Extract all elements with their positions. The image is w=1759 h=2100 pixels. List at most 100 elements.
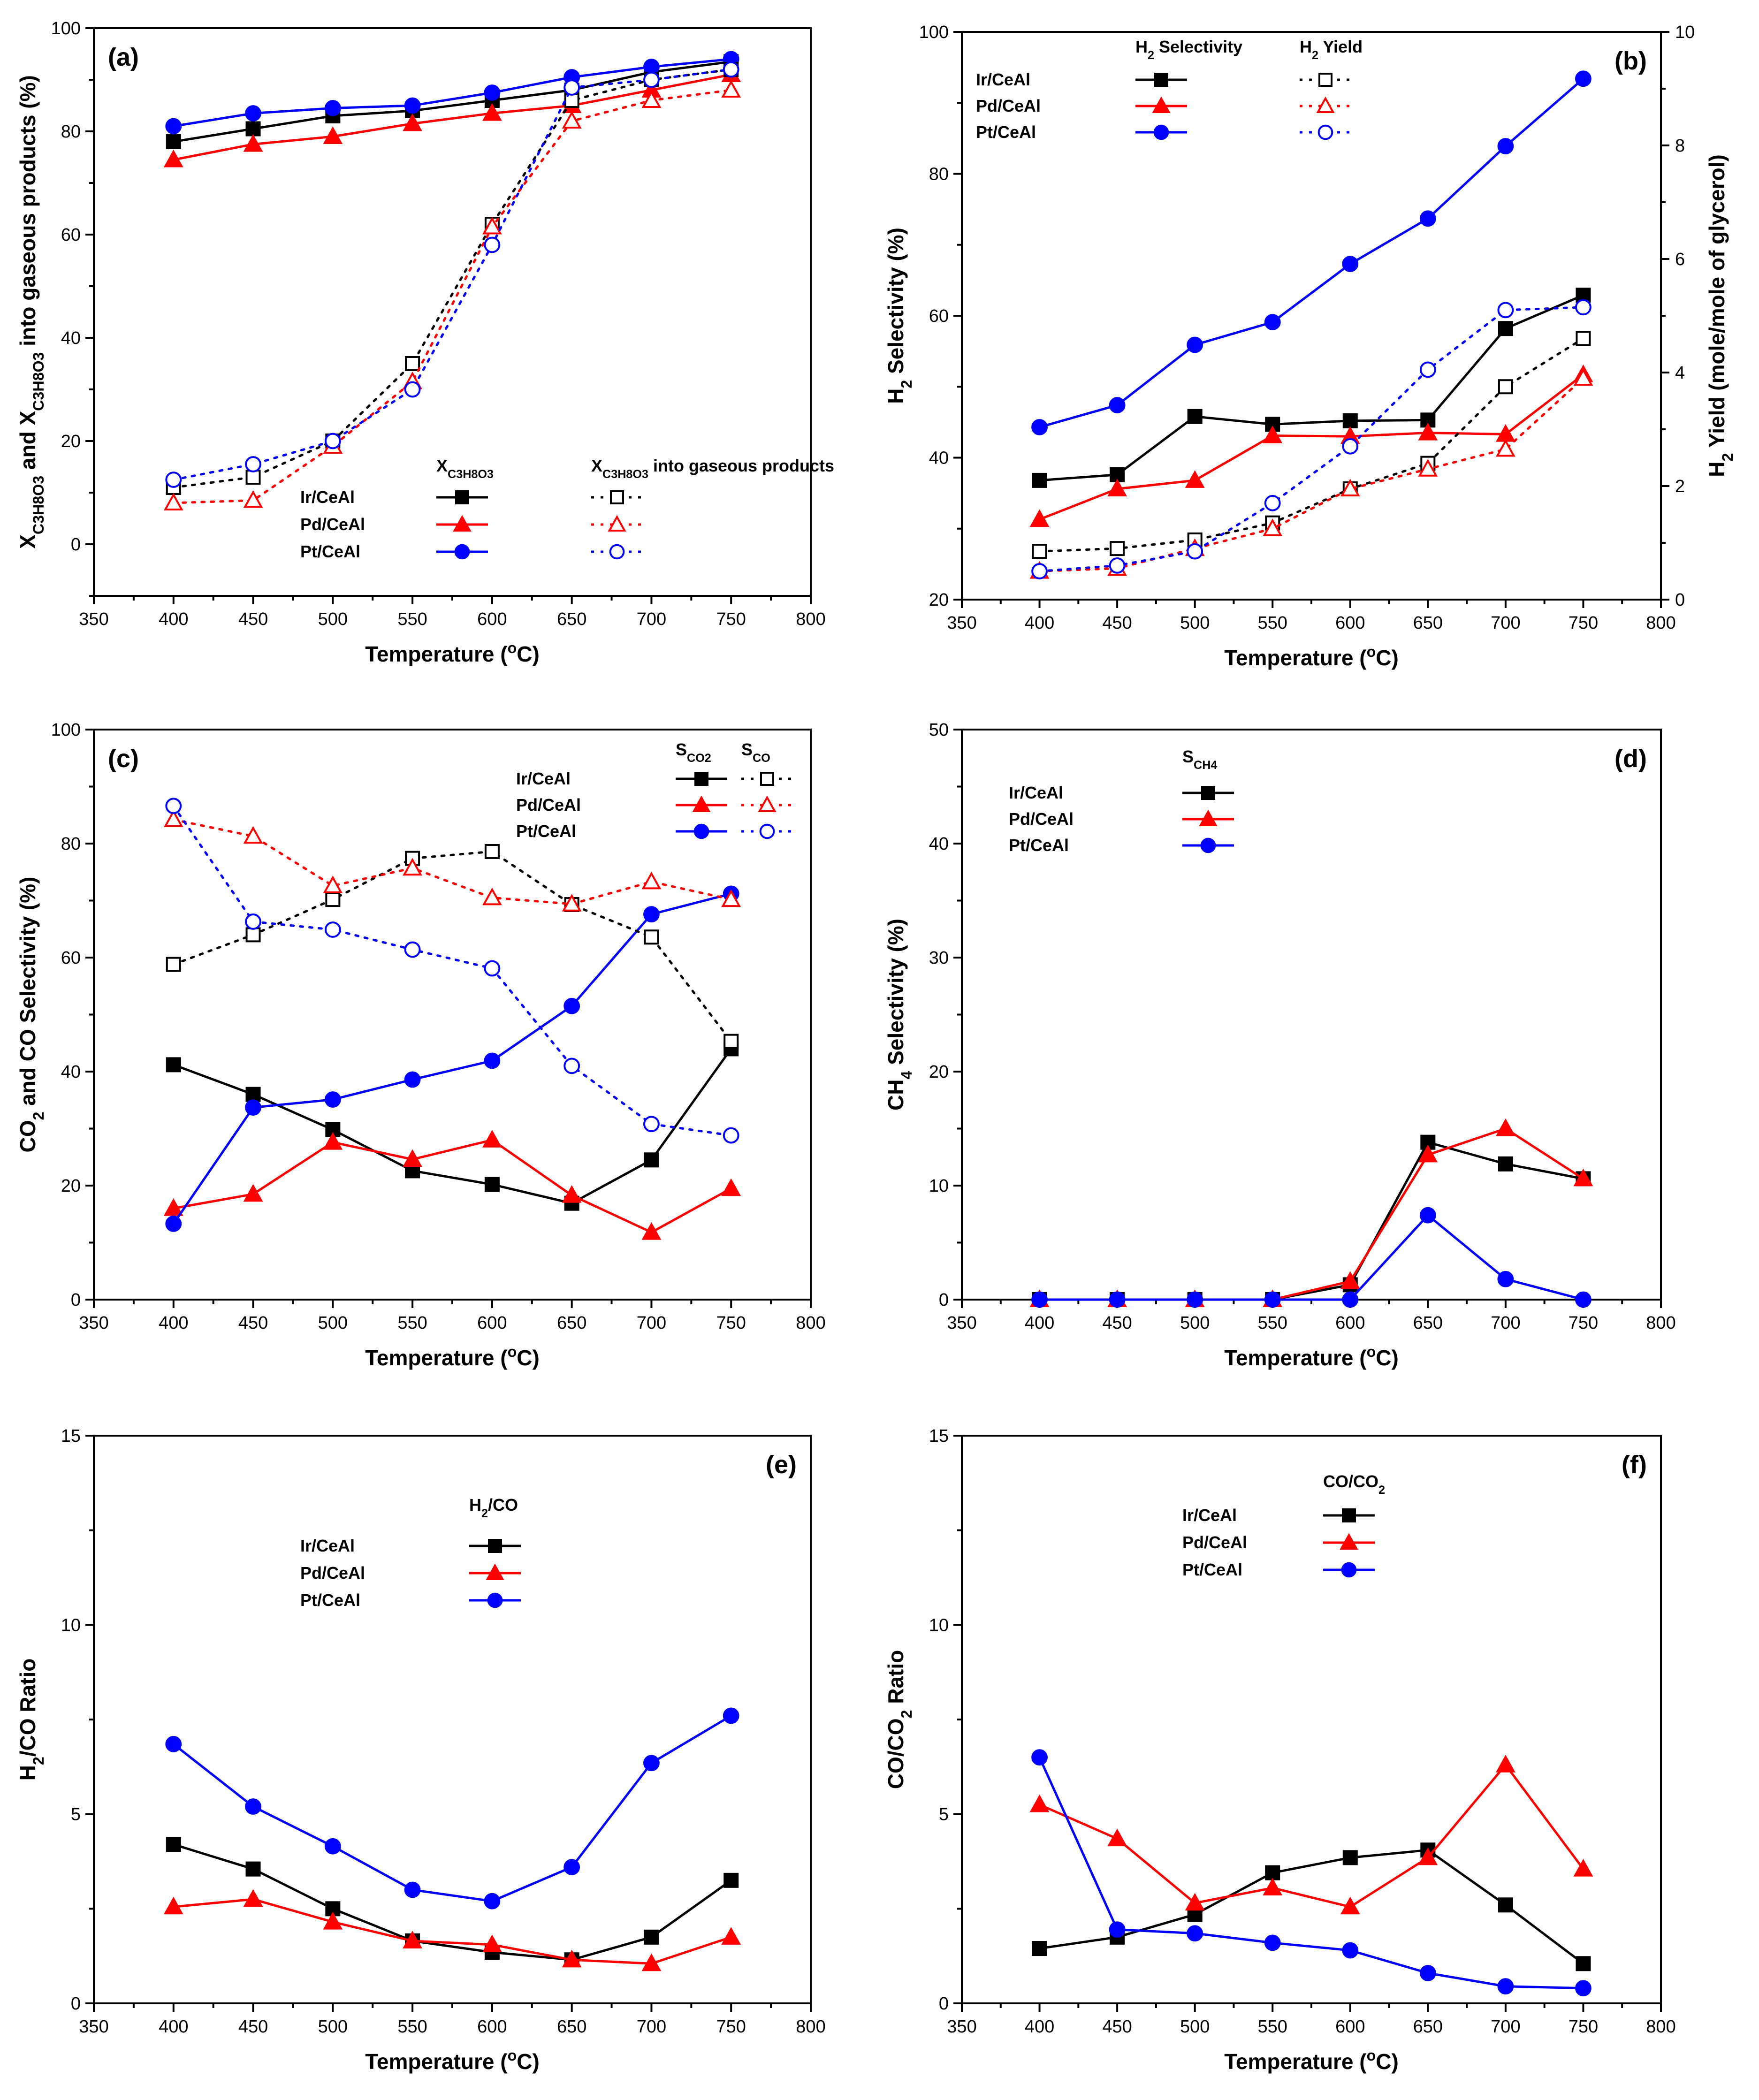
data-point	[404, 381, 421, 398]
data-point	[1031, 419, 1048, 435]
data-point	[1032, 472, 1047, 488]
legend-header: SCO	[741, 740, 770, 765]
data-point	[245, 913, 261, 930]
x-tick-label: 350	[947, 2017, 976, 2037]
x-tick-label: 800	[796, 609, 825, 629]
legend-label: Ir/CeAl	[1009, 783, 1063, 802]
x-tick-label: 500	[318, 2017, 348, 2037]
data-point	[1107, 479, 1127, 497]
legend-label: Ir/CeAl	[516, 769, 571, 788]
data-point	[245, 1087, 261, 1102]
data-point	[163, 1896, 183, 1915]
data-point	[245, 456, 261, 472]
x-tick-label: 650	[1413, 613, 1443, 633]
data-point	[1031, 563, 1048, 579]
series-line	[1038, 377, 1584, 572]
legend-label: Pt/CeAl	[516, 822, 576, 841]
x-tick-label: 550	[1258, 2017, 1287, 2037]
y2-tick-label: 0	[1675, 590, 1685, 610]
data-point	[723, 1872, 739, 1888]
data-point	[324, 433, 341, 449]
data-point	[1418, 1144, 1438, 1163]
data-point	[404, 1071, 421, 1088]
x-tick-label: 800	[1646, 613, 1675, 633]
panel-label: (a)	[108, 43, 139, 71]
x-tick-label: 550	[397, 2017, 427, 2037]
series-line	[172, 818, 732, 905]
series-line	[172, 89, 732, 504]
y-tick-label: 40	[61, 328, 81, 348]
y-tick-label: 80	[929, 165, 949, 184]
x-tick-label: 350	[79, 609, 108, 629]
x-tick-label: 500	[318, 1313, 348, 1333]
data-point	[1110, 467, 1125, 482]
x-tick-label: 400	[1025, 2017, 1054, 2037]
data-point	[1263, 425, 1283, 443]
data-point	[1498, 1897, 1513, 1913]
data-point	[165, 472, 182, 488]
x-tick-label: 550	[397, 1313, 427, 1333]
data-point	[562, 894, 582, 912]
legend-label: Ir/CeAl	[1182, 1506, 1237, 1525]
legend-header: SCH4	[1182, 747, 1217, 772]
x-tick-label: 550	[1258, 613, 1287, 633]
x-tick-label: 550	[397, 609, 427, 629]
legend: SCH4 Ir/CeAl Pd/CeAl Pt/CeAl	[1009, 747, 1234, 855]
series-line	[172, 1898, 732, 1965]
legend-marker	[1152, 96, 1171, 113]
y-tick-label: 40	[929, 449, 949, 468]
series-line	[172, 1714, 732, 1902]
legend-header: SCO2	[676, 740, 711, 765]
legend-header: XC3H8O3 into gaseous products	[591, 456, 834, 481]
x-tick-label: 500	[1180, 2017, 1210, 2037]
series-pt-ceal-co-co2	[1031, 1749, 1591, 1997]
x-tick-label: 800	[796, 2017, 825, 2037]
series-pd-ceal-h2-co	[163, 1889, 741, 1971]
legend: XC3H8O3 XC3H8O3 into gaseous products Ir/C…	[300, 456, 834, 561]
data-point	[641, 871, 662, 890]
legend-label: Pd/CeAl	[976, 96, 1041, 115]
data-point	[1264, 1934, 1281, 1951]
legend-marker	[609, 544, 625, 560]
series-pd-ceal-h2-selectivity	[1029, 364, 1593, 527]
legend-header: XC3H8O3	[436, 456, 494, 481]
legend-marker	[1199, 809, 1218, 826]
data-point	[1575, 1980, 1591, 1997]
data-point	[1109, 397, 1126, 413]
series-line	[1038, 306, 1584, 572]
data-point	[323, 1132, 343, 1150]
legend-marker	[488, 1539, 502, 1553]
panel-d: 350 400 450 500 550 600 650 700 750 800 0 10 20 30 40 5…	[883, 720, 1676, 1370]
legend-marker	[760, 772, 774, 786]
legend-label: Pd/CeAl	[1009, 809, 1074, 829]
legend-marker	[610, 490, 624, 504]
data-point	[1495, 439, 1515, 457]
series-line	[172, 850, 732, 1043]
legend-marker	[1318, 73, 1333, 87]
data-point	[643, 1116, 660, 1133]
data-point	[641, 1953, 662, 1971]
data-point	[1497, 1271, 1514, 1287]
data-point	[323, 875, 343, 893]
data-point	[1340, 479, 1360, 497]
x-tick-label: 350	[947, 1313, 976, 1333]
x-tick-label: 700	[637, 609, 666, 629]
legend-label: Ir/CeAl	[300, 487, 355, 507]
data-point	[482, 103, 502, 121]
data-point	[163, 493, 183, 510]
data-point	[1419, 1965, 1436, 1981]
legend-label: Pt/CeAl	[1009, 836, 1069, 855]
data-point	[1498, 379, 1513, 395]
data-point	[1264, 1291, 1281, 1308]
legend-marker	[486, 1563, 504, 1580]
data-point	[644, 1152, 659, 1168]
series-line	[172, 68, 732, 481]
data-point	[482, 887, 502, 905]
series-pt-ceal-x-c3h8o3	[165, 51, 739, 135]
legend-header: H2/CO	[469, 1495, 518, 1520]
series-line	[172, 1047, 732, 1205]
x-tick-label: 800	[1646, 1313, 1675, 1333]
data-point	[1573, 1859, 1593, 1877]
data-point	[243, 490, 263, 508]
x-tick-label: 400	[159, 1313, 188, 1333]
